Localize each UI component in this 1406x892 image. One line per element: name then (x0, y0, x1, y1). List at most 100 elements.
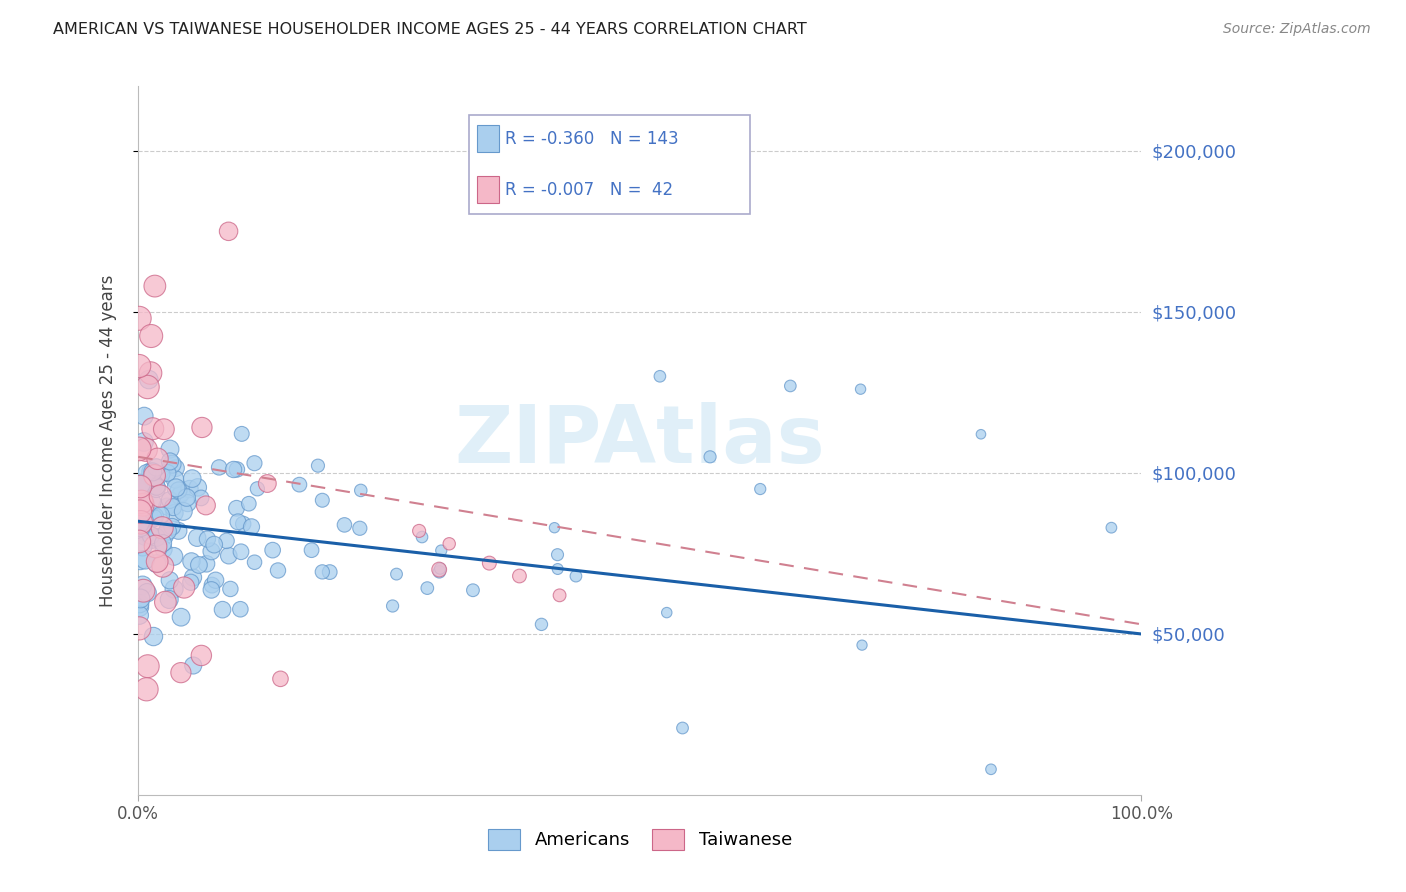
Point (141, 329, 163, 343)
Point (699, 450, 721, 464)
Point (128, 513, 150, 527)
Point (128, 311, 150, 326)
Point (170, 665, 193, 680)
Point (180, 575, 202, 590)
Point (129, 553, 152, 567)
Point (187, 480, 209, 494)
Point (530, 617, 553, 632)
Text: R = -0.360   N = 143: R = -0.360 N = 143 (505, 130, 679, 148)
Point (970, 427, 993, 442)
Point (191, 420, 214, 434)
Point (142, 465, 165, 479)
Point (159, 493, 181, 508)
Point (461, 583, 484, 598)
Point (129, 516, 152, 530)
Point (132, 498, 155, 512)
Point (128, 442, 150, 456)
Point (156, 500, 179, 514)
Point (131, 540, 153, 554)
Point (145, 531, 167, 545)
Point (142, 422, 165, 436)
Point (150, 521, 173, 535)
Point (139, 528, 162, 542)
Point (186, 531, 208, 545)
Point (152, 559, 174, 574)
Point (150, 467, 173, 482)
Point (381, 599, 404, 613)
Point (128, 608, 150, 623)
Point (181, 658, 204, 673)
Point (311, 565, 333, 579)
Point (128, 503, 150, 517)
Point (201, 578, 224, 592)
Point (128, 600, 150, 615)
Point (200, 582, 222, 597)
Point (135, 467, 157, 481)
Point (152, 536, 174, 550)
Point (548, 588, 571, 602)
Point (288, 477, 311, 491)
Point (134, 409, 156, 424)
Point (139, 366, 162, 380)
Point (156, 466, 179, 480)
Point (141, 495, 163, 509)
Point (131, 495, 153, 509)
Point (129, 591, 152, 606)
Point (149, 508, 172, 523)
Point (243, 555, 266, 569)
Point (163, 582, 186, 596)
Point (170, 486, 193, 500)
Point (128, 359, 150, 373)
Point (478, 556, 501, 570)
Point (547, 548, 569, 562)
Point (229, 545, 252, 559)
Point (749, 482, 772, 496)
Point (146, 451, 169, 466)
Point (139, 465, 162, 479)
Point (218, 224, 240, 238)
Point (129, 491, 152, 506)
Legend: Americans, Taiwanese: Americans, Taiwanese (481, 822, 799, 857)
Point (181, 472, 204, 486)
Point (176, 491, 198, 505)
Point (225, 462, 247, 476)
Point (269, 672, 291, 686)
Point (508, 569, 530, 583)
Point (430, 543, 453, 558)
Point (128, 523, 150, 537)
Point (142, 511, 165, 525)
Point (648, 369, 671, 384)
Point (385, 567, 408, 582)
Point (149, 489, 172, 503)
Point (160, 520, 183, 534)
Point (267, 564, 290, 578)
Point (655, 606, 678, 620)
Point (180, 554, 202, 568)
Point (134, 529, 156, 543)
Point (262, 543, 284, 558)
Point (779, 379, 801, 393)
Point (132, 434, 155, 449)
Point (163, 506, 186, 520)
Point (200, 544, 222, 558)
Point (172, 504, 194, 518)
Point (190, 491, 212, 505)
Text: R = -0.007   N =  42: R = -0.007 N = 42 (505, 181, 673, 199)
Point (145, 540, 167, 554)
Point (129, 477, 152, 491)
Point (229, 602, 252, 616)
Point (128, 505, 150, 519)
Point (218, 549, 240, 563)
Point (246, 482, 269, 496)
Point (128, 597, 150, 611)
Point (132, 583, 155, 598)
Point (429, 561, 451, 575)
Point (187, 558, 209, 572)
Text: AMERICAN VS TAIWANESE HOUSEHOLDER INCOME AGES 25 - 44 YEARS CORRELATION CHART: AMERICAN VS TAIWANESE HOUSEHOLDER INCOME… (53, 22, 807, 37)
Point (319, 565, 342, 579)
Point (238, 497, 260, 511)
Point (190, 648, 212, 663)
Point (129, 520, 152, 534)
Point (131, 578, 153, 592)
Point (145, 480, 167, 494)
